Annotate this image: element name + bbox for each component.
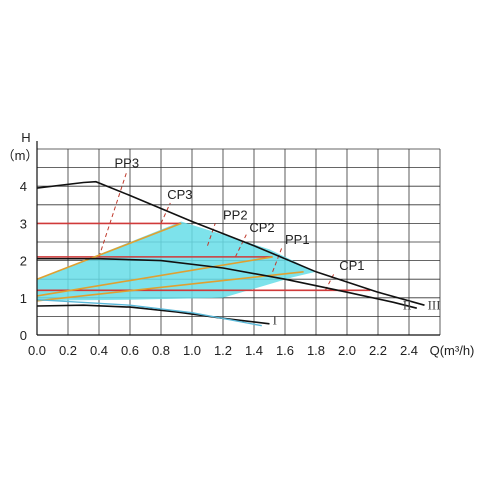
guide-line-pp3 <box>98 171 128 258</box>
axes: 0.0 0.2 0.4 0.6 0.8 1.0 1.2 1.4 1.6 1.8 2.0 2.2 2.4 0… <box>2 130 475 358</box>
speed-curve-i-secondary <box>36 299 262 327</box>
y-tick-label: 4 <box>20 179 27 194</box>
pp-line-pp1 <box>36 271 304 302</box>
x-tick-label: 1.0 <box>183 343 201 358</box>
x-tick-label: 0.0 <box>28 343 46 358</box>
x-axis-title: Q(m³/h) <box>430 343 475 358</box>
y-axis-title: H <box>21 130 30 145</box>
pp-line-pp3 <box>36 222 182 280</box>
x-tick-label: 0.4 <box>90 343 108 358</box>
x-tick-label: 1.8 <box>307 343 325 358</box>
guide-line-pp1 <box>272 247 283 272</box>
guide-line-pp2 <box>207 223 216 246</box>
guide-line-cp3 <box>160 202 171 224</box>
mode-label-cp1: CP1 <box>339 258 364 273</box>
curve-label-i: I <box>273 313 277 328</box>
control-lines <box>36 222 371 302</box>
y-tick-label: 3 <box>20 216 27 231</box>
mode-label-cp3: CP3 <box>167 187 192 202</box>
speed-curve-ii <box>37 257 417 309</box>
speed-curves <box>36 180 425 327</box>
y-axis-unit: （m） <box>2 148 39 163</box>
x-tick-label: 2.0 <box>338 343 356 358</box>
operating-region <box>37 221 316 301</box>
operating-region-fill <box>37 221 316 301</box>
mode-label-pp3: PP3 <box>115 156 140 171</box>
mode-label-pp1: PP1 <box>285 232 310 247</box>
mode-label-cp2: CP2 <box>249 220 274 235</box>
y-tick-label: 0 <box>20 328 27 343</box>
y-tick-label: 2 <box>20 254 27 269</box>
x-tick-label: 0.6 <box>121 343 139 358</box>
speed-curve-iii <box>36 180 425 306</box>
y-tick-label: 1 <box>20 291 27 306</box>
x-tick-label: 1.6 <box>276 343 294 358</box>
pp-line-pp2 <box>36 256 273 297</box>
x-tick-label: 1.2 <box>214 343 232 358</box>
x-tick-label: 1.4 <box>245 343 263 358</box>
x-tick-label: 0.2 <box>59 343 77 358</box>
x-tick-label: 2.4 <box>400 343 418 358</box>
mode-label-pp2: PP2 <box>223 208 248 223</box>
x-tick-label: 0.8 <box>152 343 170 358</box>
curve-label-iii: III <box>428 298 441 313</box>
curve-label-ii: II <box>403 298 412 313</box>
x-tick-label: 2.2 <box>369 343 387 358</box>
